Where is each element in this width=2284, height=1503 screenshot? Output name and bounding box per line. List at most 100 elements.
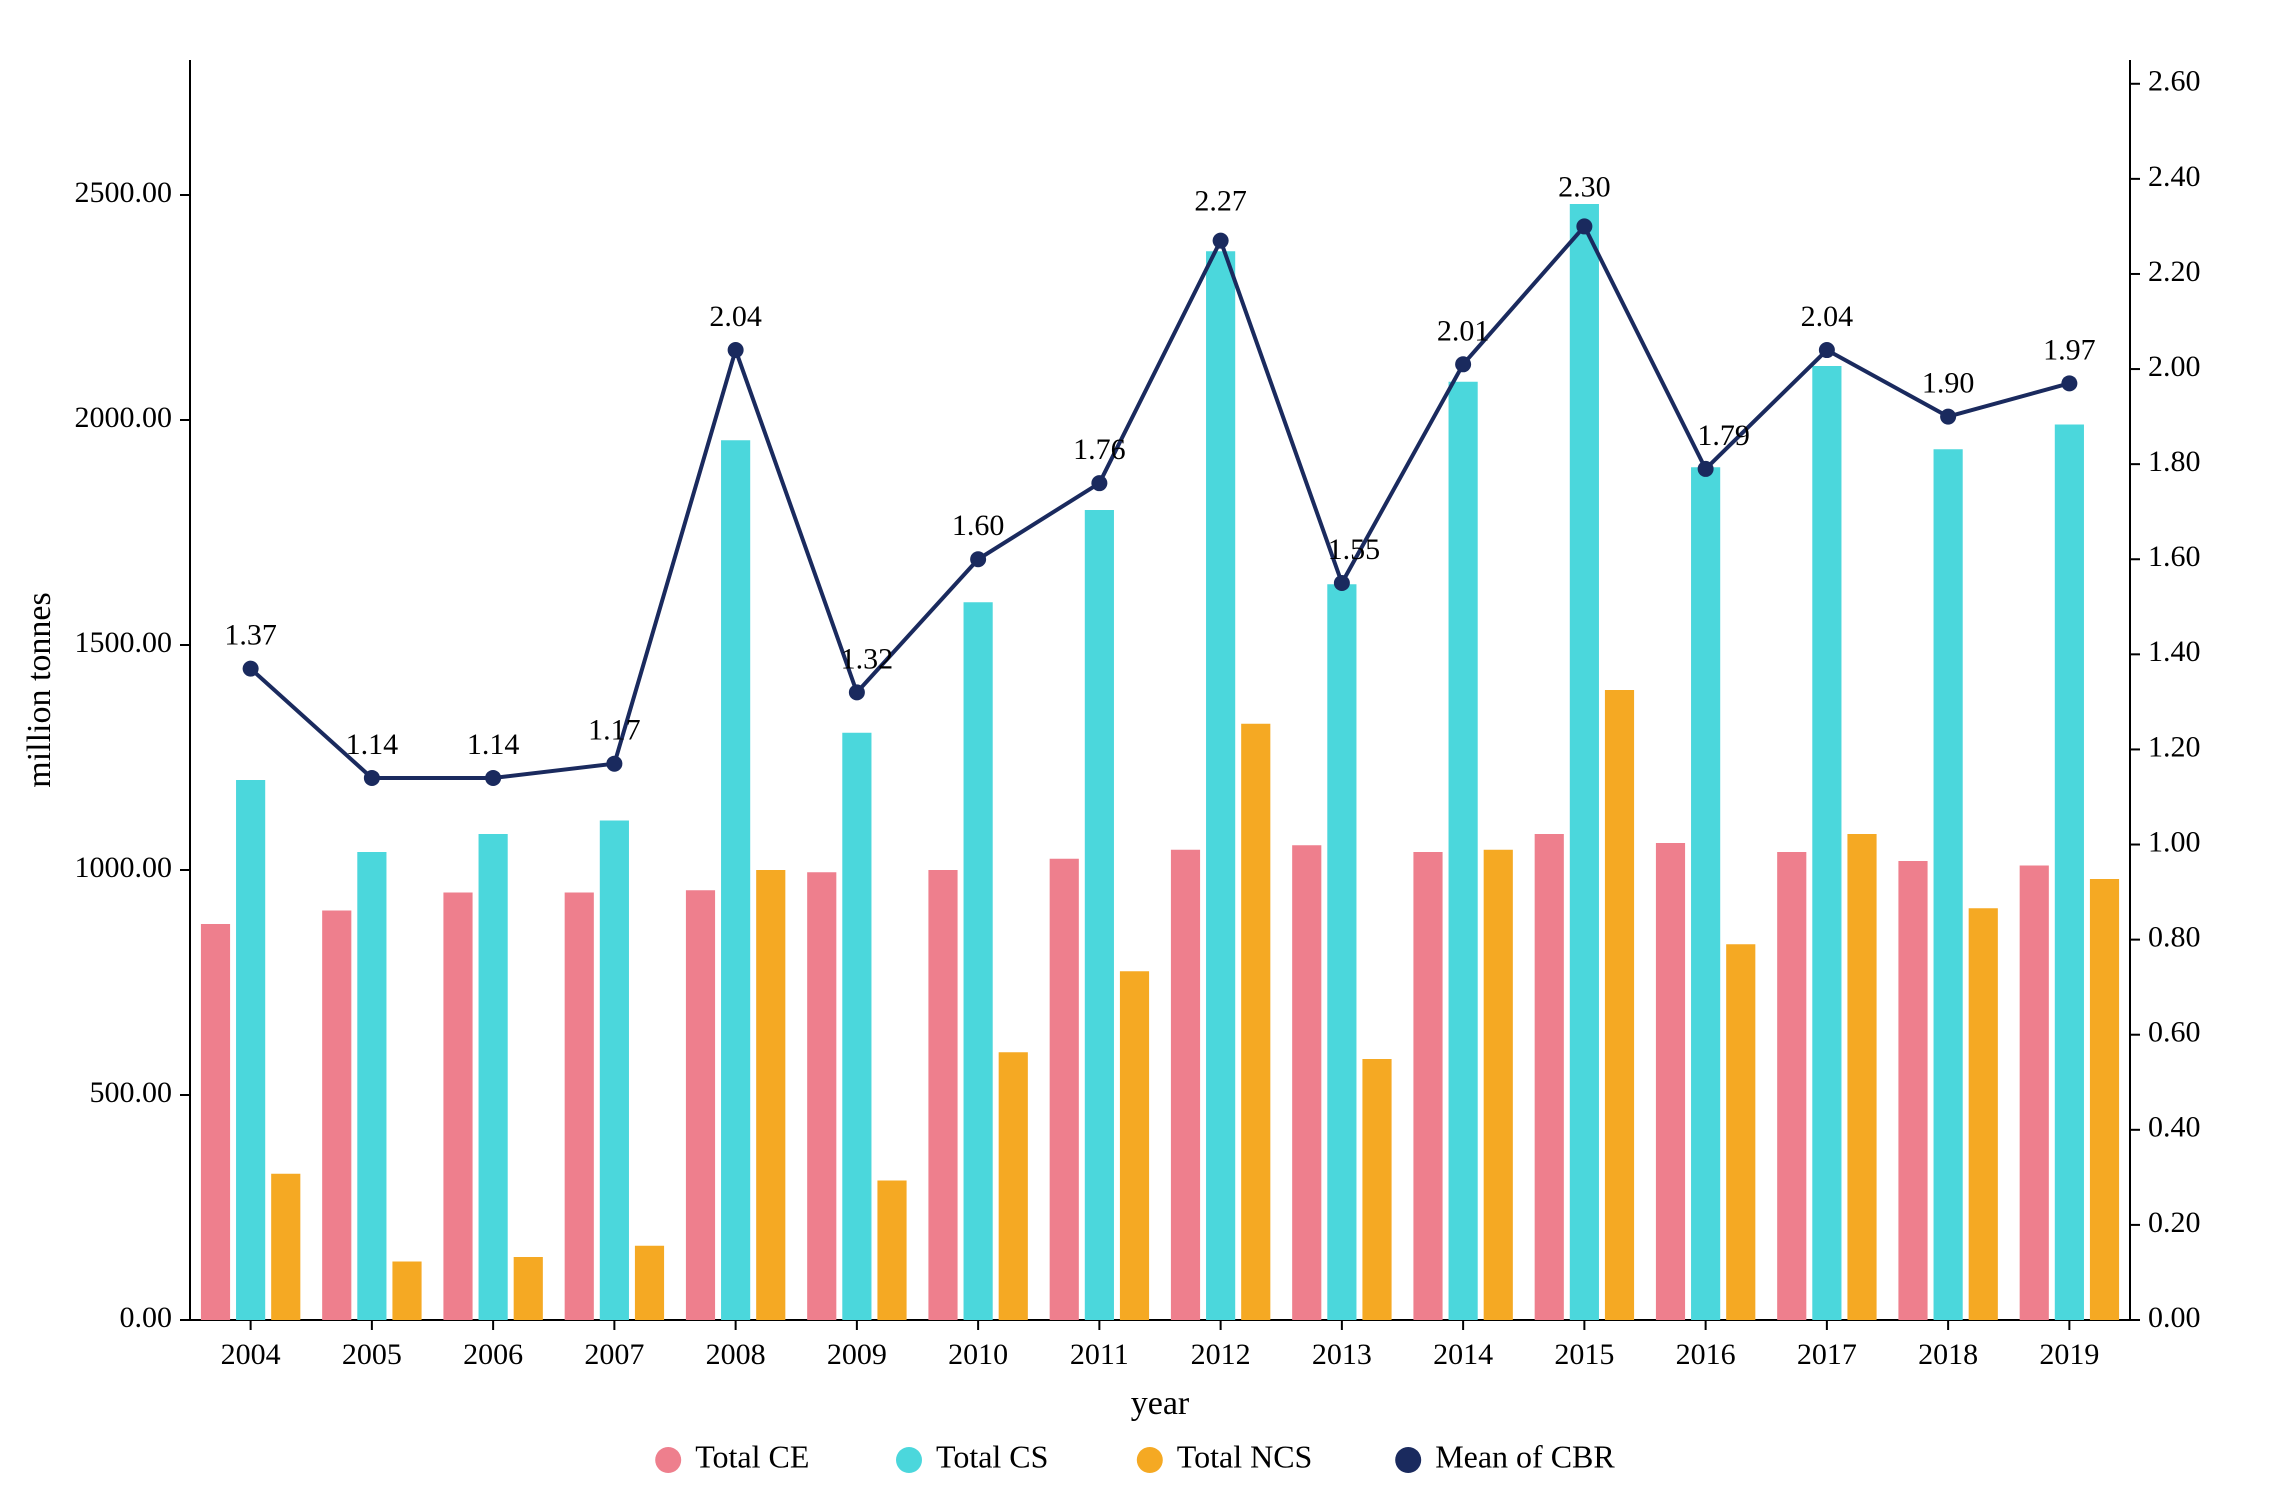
line-point-label: 1.76: [1073, 433, 1126, 466]
bar-total_ce: [686, 890, 715, 1320]
line-point-label: 1.90: [1922, 367, 1975, 400]
x-tick-label: 2008: [706, 1338, 766, 1371]
y-left-tick-label: 2500.00: [75, 176, 173, 209]
y-left-tick-label: 2000.00: [75, 401, 173, 434]
x-tick-label: 2013: [1312, 1338, 1372, 1371]
legend-marker: [1137, 1447, 1163, 1473]
line-point-label: 1.17: [588, 714, 641, 747]
bar-total_cs: [721, 440, 750, 1320]
legend-marker: [655, 1447, 681, 1473]
y-right-tick-label: 0.80: [2148, 921, 2201, 954]
x-tick-label: 2014: [1433, 1338, 1493, 1371]
y-right-tick-label: 1.20: [2148, 730, 2201, 763]
line-marker: [1455, 356, 1471, 372]
legend-label: Total CE: [695, 1438, 809, 1474]
line-marker: [1698, 461, 1714, 477]
bar-total_cs: [479, 834, 508, 1320]
line-marker: [243, 661, 259, 677]
x-tick-label: 2011: [1070, 1338, 1129, 1371]
line-marker: [970, 551, 986, 567]
line-marker: [849, 684, 865, 700]
bar-total_ncs: [1969, 908, 1998, 1320]
x-tick-label: 2005: [342, 1338, 402, 1371]
bar-total_ce: [565, 893, 594, 1321]
bar-total_ce: [1050, 859, 1079, 1320]
bar-total_ncs: [392, 1262, 421, 1321]
line-marker: [1576, 218, 1592, 234]
line-marker: [606, 756, 622, 772]
y-right-tick-label: 1.80: [2148, 445, 2201, 478]
line-marker: [1940, 409, 1956, 425]
bar-total_ncs: [1241, 724, 1270, 1320]
x-tick-label: 2007: [584, 1338, 644, 1371]
line-point-label: 1.14: [467, 728, 520, 761]
bar-total_ce: [807, 872, 836, 1320]
bar-total_ncs: [756, 870, 785, 1320]
line-point-label: 1.55: [1328, 533, 1381, 566]
bar-total_ncs: [1605, 690, 1634, 1320]
bar-total_ce: [443, 893, 472, 1321]
line-point-label: 1.32: [841, 642, 894, 675]
bar-total_ncs: [1484, 850, 1513, 1320]
bar-total_cs: [1449, 382, 1478, 1320]
bar-total_ce: [1413, 852, 1442, 1320]
bar-total_cs: [1327, 584, 1356, 1320]
line-point-label: 2.04: [1801, 300, 1854, 333]
line-point-label: 2.30: [1558, 170, 1611, 203]
bar-total_cs: [1812, 366, 1841, 1320]
bar-total_cs: [842, 733, 871, 1320]
legend-label: Mean of CBR: [1435, 1438, 1615, 1474]
y-right-tick-label: 2.40: [2148, 160, 2201, 193]
bar-total_cs: [1206, 251, 1235, 1320]
x-title: year: [1131, 1385, 1190, 1422]
bar-total_ncs: [999, 1052, 1028, 1320]
bar-total_cs: [2055, 425, 2084, 1321]
combo-chart: 0.00500.001000.001500.002000.002500.00mi…: [0, 0, 2284, 1503]
bar-total_cs: [600, 821, 629, 1321]
y-right-tick-label: 0.20: [2148, 1206, 2201, 1239]
y-right-tick-label: 1.40: [2148, 635, 2201, 668]
bar-total_cs: [1085, 510, 1114, 1320]
line-point-label: 1.97: [2043, 333, 2096, 366]
bar-total_cs: [1570, 204, 1599, 1320]
line-marker: [485, 770, 501, 786]
line-marker: [1091, 475, 1107, 491]
line-point-label: 2.04: [709, 300, 762, 333]
bar-total_ncs: [877, 1181, 906, 1321]
line-marker: [1334, 575, 1350, 591]
bar-total_ce: [1777, 852, 1806, 1320]
x-tick-label: 2010: [948, 1338, 1008, 1371]
bar-total_ncs: [514, 1257, 543, 1320]
bar-total_cs: [236, 780, 265, 1320]
bar-total_ncs: [1726, 944, 1755, 1320]
y-left-tick-label: 0.00: [120, 1301, 173, 1334]
bar-total_ce: [1656, 843, 1685, 1320]
legend-marker: [1395, 1447, 1421, 1473]
bar-total_ce: [1898, 861, 1927, 1320]
y-right-tick-label: 0.40: [2148, 1111, 2201, 1144]
x-tick-label: 2019: [2039, 1338, 2099, 1371]
line-marker: [2061, 375, 2077, 391]
bar-total_ce: [2020, 866, 2049, 1321]
line-marker: [728, 342, 744, 358]
bar-total_ncs: [635, 1246, 664, 1320]
line-point-label: 2.27: [1194, 185, 1247, 218]
bar-total_ce: [201, 924, 230, 1320]
x-tick-label: 2017: [1797, 1338, 1857, 1371]
y-right-tick-label: 1.00: [2148, 825, 2201, 858]
y-right-tick-label: 1.60: [2148, 540, 2201, 573]
bar-total_ce: [322, 911, 351, 1321]
bar-total_cs: [357, 852, 386, 1320]
y-right-tick-label: 0.60: [2148, 1016, 2201, 1049]
bar-total_ce: [928, 870, 957, 1320]
x-tick-label: 2004: [221, 1338, 281, 1371]
bar-total_cs: [964, 602, 993, 1320]
line-marker: [1213, 233, 1229, 249]
x-tick-label: 2012: [1191, 1338, 1251, 1371]
bar-total_cs: [1691, 467, 1720, 1320]
y-left-title: million tonnes: [21, 592, 58, 788]
line-point-label: 1.14: [346, 728, 399, 761]
bar-total_ce: [1535, 834, 1564, 1320]
bar-total_ncs: [271, 1174, 300, 1320]
legend-marker: [896, 1447, 922, 1473]
